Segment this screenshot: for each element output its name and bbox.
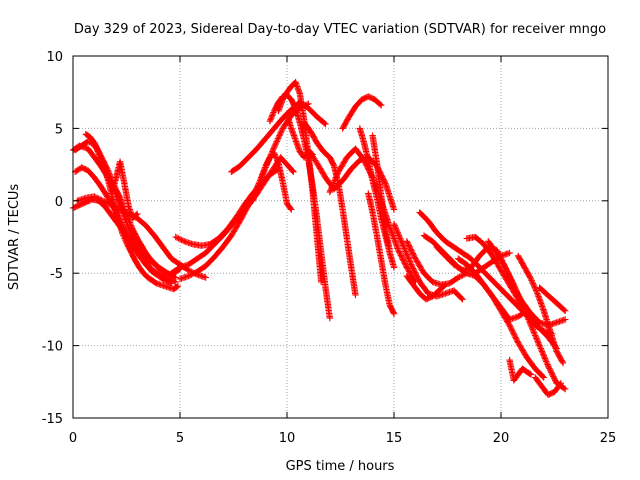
- axis-ticks: 0 5 10 15 20 25 -15 -10 -5 0 5 10: [42, 50, 617, 446]
- plot-border: [72, 55, 609, 419]
- series-arc-19: [339, 93, 385, 132]
- series-arc-34: [455, 255, 530, 323]
- series-arc-32: [532, 374, 565, 398]
- series-arc-29: [485, 238, 569, 393]
- chart-title: Day 329 of 2023, Sidereal Day-to-day VTE…: [74, 22, 606, 37]
- x-tick-label: 20: [493, 431, 510, 446]
- y-tick-label: 10: [46, 50, 63, 65]
- series-arc-35: [403, 272, 449, 303]
- y-axis-label: SDTVAR / TECUs: [7, 184, 22, 291]
- series-arc-33: [536, 284, 569, 314]
- data-markers: [506, 356, 535, 384]
- x-axis-label: GPS time / hours: [286, 459, 395, 474]
- y-tick-label: -5: [50, 267, 63, 282]
- data-markers: [455, 255, 530, 323]
- x-tick-label: 25: [600, 431, 617, 446]
- x-tick-label: 5: [176, 431, 184, 446]
- x-tick-label: 15: [386, 431, 403, 446]
- data-markers: [365, 190, 398, 317]
- data-markers: [356, 125, 398, 271]
- y-tick-label: -10: [42, 340, 63, 355]
- data-markers: [390, 220, 466, 303]
- data-markers: [108, 158, 141, 222]
- data-markers: [536, 284, 569, 314]
- y-tick-label: 0: [55, 195, 63, 210]
- data-markers: [339, 93, 385, 132]
- data-markers: [532, 374, 565, 398]
- x-tick-label: 10: [279, 431, 296, 446]
- series-arc-23: [390, 220, 466, 303]
- series-arc-22: [356, 125, 398, 271]
- y-tick-label: -15: [42, 412, 63, 427]
- series-arc-20: [365, 190, 398, 317]
- series-arc-11: [249, 149, 295, 213]
- data-markers: [514, 252, 567, 367]
- data-markers: [485, 238, 569, 393]
- data-markers: [249, 149, 295, 213]
- series-arc-31: [506, 356, 535, 384]
- series-arc-30: [514, 252, 567, 367]
- data-points: [69, 78, 569, 398]
- series-arc-7: [108, 158, 141, 222]
- y-tick-label: 5: [55, 122, 63, 137]
- x-tick-label: 0: [69, 431, 77, 446]
- data-markers: [403, 272, 449, 303]
